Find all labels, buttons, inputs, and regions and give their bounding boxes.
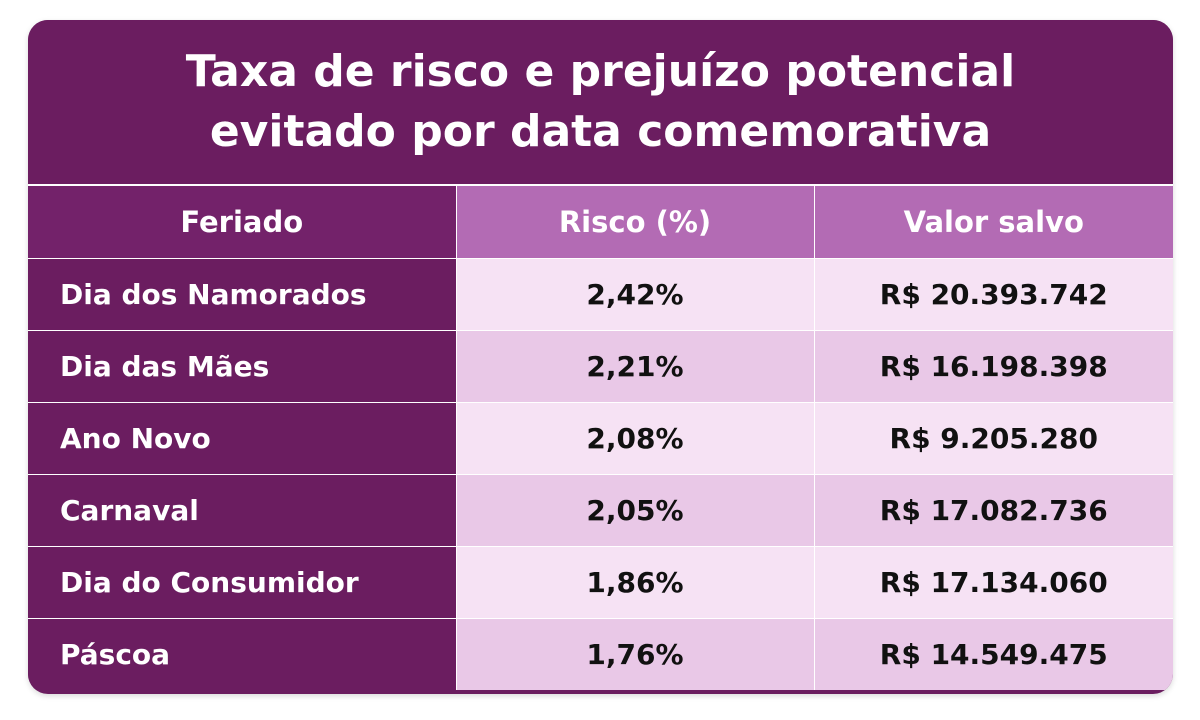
saved-value-cell: R$ 20.393.742 xyxy=(813,258,1173,331)
holiday-risk-table: Feriado Risco (%) Valor salvo Dia dos Na… xyxy=(28,184,1173,690)
table-row: Dia das Mães 2,21% R$ 16.198.398 xyxy=(28,330,1173,403)
holiday-cell: Carnaval xyxy=(28,474,457,547)
saved-value-cell: R$ 17.082.736 xyxy=(813,474,1173,547)
header-holiday: Feriado xyxy=(28,184,457,259)
table-title-text: Taxa de risco e prejuízo potencial evita… xyxy=(185,46,1016,157)
table-title: Taxa de risco e prejuízo potencial evita… xyxy=(28,20,1173,184)
table-row: Dia dos Namorados 2,42% R$ 20.393.742 xyxy=(28,258,1173,331)
holiday-cell: Páscoa xyxy=(28,618,457,690)
table-row: Ano Novo 2,08% R$ 9.205.280 xyxy=(28,402,1173,475)
header-risk: Risco (%) xyxy=(455,184,815,259)
holiday-cell: Dia dos Namorados xyxy=(28,258,457,331)
holiday-cell: Dia do Consumidor xyxy=(28,546,457,619)
saved-value-cell: R$ 17.134.060 xyxy=(813,546,1173,619)
risk-cell: 2,42% xyxy=(455,258,815,331)
table-row: Carnaval 2,05% R$ 17.082.736 xyxy=(28,474,1173,547)
saved-value-cell: R$ 9.205.280 xyxy=(813,402,1173,475)
table-row: Dia do Consumidor 1,86% R$ 17.134.060 xyxy=(28,546,1173,619)
holiday-cell: Dia das Mães xyxy=(28,330,457,403)
header-saved-value: Valor salvo xyxy=(813,184,1173,259)
risk-cell: 2,21% xyxy=(455,330,815,403)
table-card: Taxa de risco e prejuízo potencial evita… xyxy=(28,20,1173,694)
saved-value-cell: R$ 14.549.475 xyxy=(813,618,1173,690)
saved-value-cell: R$ 16.198.398 xyxy=(813,330,1173,403)
risk-cell: 1,76% xyxy=(455,618,815,690)
table-header-row: Feriado Risco (%) Valor salvo xyxy=(28,184,1173,259)
risk-cell: 1,86% xyxy=(455,546,815,619)
holiday-cell: Ano Novo xyxy=(28,402,457,475)
table-row: Páscoa 1,76% R$ 14.549.475 xyxy=(28,618,1173,690)
risk-cell: 2,05% xyxy=(455,474,815,547)
risk-cell: 2,08% xyxy=(455,402,815,475)
